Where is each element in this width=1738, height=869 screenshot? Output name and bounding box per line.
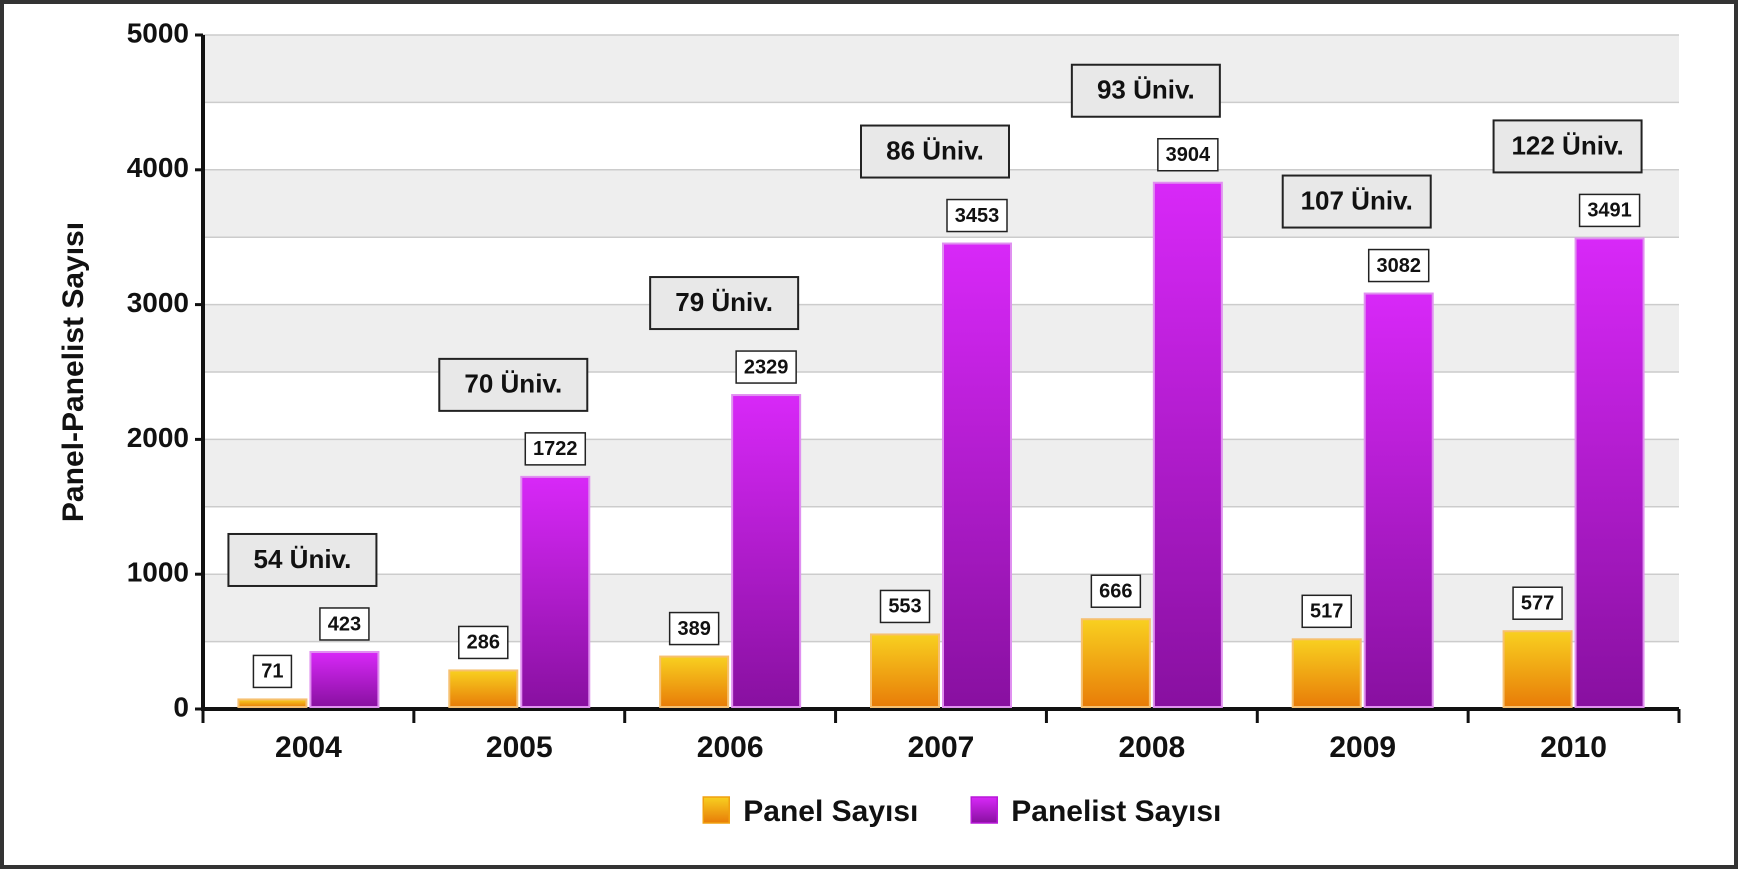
value-label-box [1157,137,1219,172]
bar [1291,638,1362,709]
annotation: 107 Üniv. [1301,185,1413,215]
bar [1574,237,1645,708]
value-label: 3453 [955,205,1000,227]
annotation-box [649,276,800,331]
annotation: 93 Üniv. [1097,75,1195,105]
annotation-box [1492,119,1643,174]
annotation-box [1281,174,1432,229]
annotation: 79 Üniv. [675,287,773,317]
grid-band [203,169,1679,238]
value-label-box [879,589,931,624]
legend-label: Panel Sayısı [743,795,918,828]
annotation: 70 Üniv. [464,369,562,399]
value-label: 3904 [1166,144,1211,166]
y-tick-label: 0 [173,691,189,722]
bar [731,394,802,708]
value-label-box [458,625,509,660]
legend-swatch [970,796,998,824]
y-tick-label: 5000 [127,17,189,48]
value-label-box [1367,248,1430,283]
x-tick-label: 2006 [697,731,764,764]
x-tick-label: 2008 [1118,731,1185,764]
value-label-box [946,198,1008,233]
value-label-box [735,350,797,384]
value-label: 286 [467,632,500,654]
bar [659,655,730,709]
x-tick-label: 2010 [1540,731,1607,764]
x-tick-label: 2007 [908,731,975,764]
bar [1502,630,1573,708]
y-tick-label: 3000 [127,287,189,318]
value-label-box [1090,574,1142,608]
x-tick-label: 2004 [275,731,342,764]
y-tick-label: 2000 [127,422,189,453]
x-tick-label: 2005 [486,731,553,764]
grid-band [203,304,1679,372]
value-label: 423 [328,613,361,635]
bar [309,650,380,709]
grid-band [203,35,1679,103]
value-label: 71 [261,661,283,683]
bar [520,475,591,708]
value-label: 517 [1310,601,1343,623]
annotation-box [438,357,589,412]
value-label-box [319,607,370,641]
value-label: 2329 [744,356,789,378]
annotation: 54 Üniv. [254,544,352,574]
value-label-box [668,611,720,646]
bar [1080,618,1151,709]
value-label: 577 [1521,593,1554,615]
value-label-box [524,432,587,466]
grid-band [203,439,1679,507]
value-label: 389 [677,618,710,640]
y-axis-label: Panel-Panelist Sayısı [57,222,90,522]
y-tick-label: 1000 [127,557,189,588]
value-label: 666 [1099,581,1132,603]
annotation-box [1070,63,1221,118]
bar [942,242,1012,708]
annotation-box [227,532,378,587]
bar [870,633,940,709]
value-label: 553 [888,596,921,618]
bar [1152,181,1223,709]
annotation-box [860,124,1010,179]
bar [448,669,519,709]
legend-label: Panelist Sayısı [1011,795,1221,828]
value-label-box [1301,594,1352,629]
grid-band [203,574,1679,642]
value-label-box [252,654,293,689]
annotation: 86 Üniv. [886,135,984,165]
bar [1363,292,1434,708]
bar [237,698,308,708]
value-label: 3082 [1376,255,1421,277]
x-tick-label: 2009 [1329,731,1396,764]
value-label-box [1512,586,1563,620]
y-tick-label: 4000 [127,152,189,183]
value-label-box [1578,193,1641,228]
annotation: 122 Üniv. [1511,130,1623,160]
value-label: 1722 [533,438,578,460]
legend-swatch [702,796,730,824]
value-label: 3491 [1587,200,1632,222]
